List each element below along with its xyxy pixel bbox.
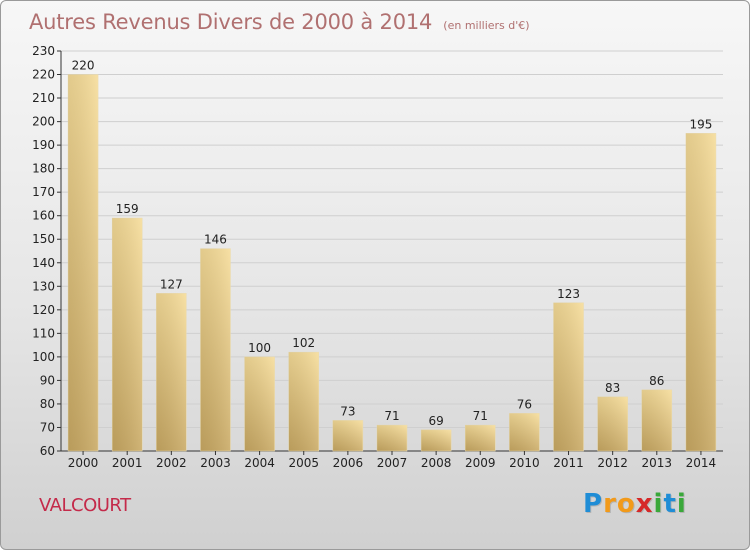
y-tick-label: 190: [32, 138, 55, 152]
y-tick-label: 110: [32, 326, 55, 340]
y-tick-label: 230: [32, 44, 55, 58]
y-tick-label: 220: [32, 68, 55, 82]
x-tick-label: 2006: [333, 456, 364, 470]
y-tick-label: 70: [40, 420, 55, 434]
data-label: 73: [340, 404, 355, 418]
x-tick-label: 2013: [642, 456, 673, 470]
y-tick-label: 180: [32, 162, 55, 176]
data-label: 220: [72, 59, 95, 73]
x-tick-label: 2003: [200, 456, 231, 470]
data-label: 71: [384, 409, 399, 423]
data-label: 100: [248, 341, 271, 355]
logo-letter: r: [603, 489, 617, 519]
bar-shade: [244, 356, 275, 451]
bar-shade: [68, 74, 99, 451]
y-tick-label: 100: [32, 350, 55, 364]
x-tick-label: 2011: [553, 456, 584, 470]
x-tick-label: 2014: [686, 456, 717, 470]
x-tick-label: 2002: [156, 456, 187, 470]
x-tick-label: 2000: [68, 456, 99, 470]
bar-shade: [288, 352, 319, 451]
bar-shade: [685, 133, 716, 451]
proxiti-logo: Proxiti: [583, 489, 687, 519]
data-label: 195: [689, 117, 712, 131]
data-label: 127: [160, 277, 183, 291]
chart-title-text: Autres Revenus Divers de 2000 à 2014: [29, 10, 433, 34]
bar-shade: [509, 413, 540, 451]
bar-shade: [421, 429, 452, 451]
chart-title: Autres Revenus Divers de 2000 à 2014 (en…: [29, 10, 530, 34]
bar-shade: [465, 425, 496, 451]
y-tick-label: 120: [32, 303, 55, 317]
y-tick-label: 170: [32, 185, 55, 199]
bar-shade: [597, 396, 628, 451]
y-tick-label: 80: [40, 397, 55, 411]
logo-letter: P: [583, 489, 604, 519]
logo-letter: t: [663, 489, 677, 519]
y-tick-label: 90: [40, 373, 55, 387]
bar-shade: [332, 420, 363, 451]
x-tick-label: 2010: [509, 456, 540, 470]
y-tick-label: 160: [32, 209, 55, 223]
chart-subtitle-text: (en milliers d'€): [443, 19, 530, 32]
logo-letter: i: [676, 489, 687, 519]
bar-shade: [553, 302, 584, 451]
data-label: 76: [517, 397, 532, 411]
data-label: 83: [605, 381, 620, 395]
x-tick-label: 2004: [244, 456, 275, 470]
data-label: 86: [649, 374, 664, 388]
y-tick-label: 150: [32, 232, 55, 246]
x-tick-label: 2012: [597, 456, 628, 470]
bar-shade: [641, 389, 672, 451]
data-label: 71: [473, 409, 488, 423]
logo-letter: x: [635, 489, 654, 519]
x-tick-label: 2008: [421, 456, 452, 470]
place-name: VALCOURT: [39, 495, 131, 516]
x-tick-label: 2001: [112, 456, 143, 470]
data-label: 146: [204, 233, 227, 247]
bar-shade: [200, 248, 231, 451]
data-label: 69: [428, 414, 443, 428]
y-tick-label: 60: [40, 444, 55, 458]
bar-shade: [376, 425, 408, 451]
logo-letter: i: [653, 489, 664, 519]
data-label: 102: [292, 336, 315, 350]
y-tick-label: 130: [32, 279, 55, 293]
x-tick-label: 2007: [377, 456, 408, 470]
bar-shade: [112, 218, 143, 451]
data-label: 159: [116, 202, 139, 216]
y-tick-label: 140: [32, 256, 55, 270]
x-tick-label: 2005: [288, 456, 319, 470]
y-tick-label: 200: [32, 115, 55, 129]
logo-letter: o: [616, 489, 636, 519]
data-label: 123: [557, 287, 580, 301]
x-tick-label: 2009: [465, 456, 496, 470]
y-tick-label: 210: [32, 91, 55, 105]
bar-shade: [156, 293, 187, 451]
